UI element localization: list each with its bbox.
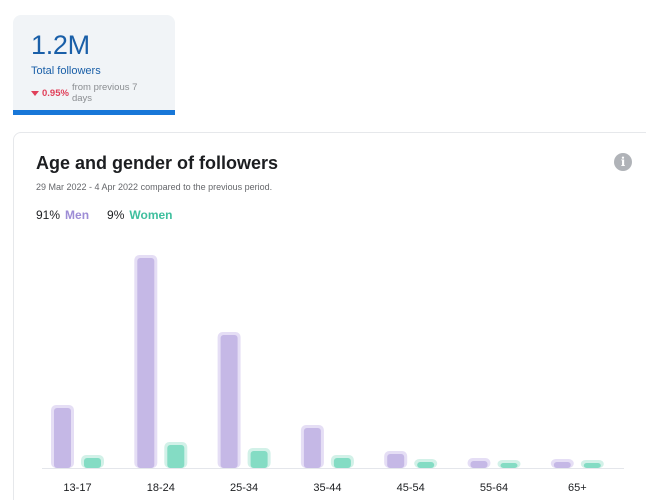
bar-women-55-64[interactable] — [500, 463, 518, 468]
total-followers-label: Total followers — [31, 65, 101, 77]
bar-women-65+[interactable] — [583, 463, 601, 468]
down-arrow-icon — [31, 90, 39, 96]
bar-men-18-24[interactable] — [137, 258, 155, 468]
legend-men-percent: 91% — [36, 208, 61, 222]
total-followers-card[interactable]: 1.2M Total followers 0.95% from previous… — [13, 15, 175, 115]
legend-item-women: 9% Women — [107, 208, 172, 222]
bar-women-25-34[interactable] — [250, 451, 268, 468]
x-tick-label-13-17: 13-17 — [63, 482, 91, 494]
legend-item-men: 91% Men — [36, 208, 89, 222]
bar-men-13-17[interactable] — [54, 408, 71, 468]
followers-change-text: from previous 7 days — [71, 82, 138, 104]
bar-men-35-44[interactable] — [303, 428, 321, 468]
x-tick-label-65+: 65+ — [568, 482, 587, 494]
selected-card-indicator — [13, 110, 175, 115]
bar-women-13-17[interactable] — [84, 458, 101, 468]
bar-chart: 13-17 18-24 25-34 35-44 45-54 55-64 65+ — [42, 255, 624, 494]
bar-women-45-54[interactable] — [417, 462, 435, 468]
info-icon[interactable]: i — [614, 153, 632, 171]
bar-men-55-64[interactable] — [470, 461, 488, 468]
bar-men-65+[interactable] — [553, 462, 571, 468]
bar-women-35-44[interactable] — [333, 458, 351, 468]
followers-change: 0.95% from previous 7 days — [31, 82, 157, 104]
bar-men-45-54[interactable] — [387, 454, 405, 468]
total-followers-value: 1.2M — [31, 30, 90, 60]
x-tick-label-25-34: 25-34 — [230, 482, 258, 494]
x-tick-label-18-24: 18-24 — [147, 482, 175, 494]
x-tick-label-35-44: 35-44 — [313, 482, 341, 494]
legend-men-label: Men — [65, 208, 90, 222]
age-gender-chart-card: Age and gender of followers 29 Mar 2022 … — [13, 132, 646, 500]
bar-men-25-34[interactable] — [220, 335, 238, 468]
legend-women-percent: 9% — [107, 208, 125, 222]
followers-change-percent: 0.95% — [42, 87, 69, 99]
chart-subtitle: 29 Mar 2022 - 4 Apr 2022 compared to the… — [36, 182, 273, 192]
legend-women-label: Women — [129, 208, 173, 222]
x-tick-label-55-64: 55-64 — [480, 482, 508, 494]
x-tick-label-45-54: 45-54 — [397, 482, 425, 494]
chart-title: Age and gender of followers — [36, 153, 279, 173]
bar-women-18-24[interactable] — [167, 445, 185, 468]
chart-legend: 91% Men 9% Women — [36, 208, 173, 222]
